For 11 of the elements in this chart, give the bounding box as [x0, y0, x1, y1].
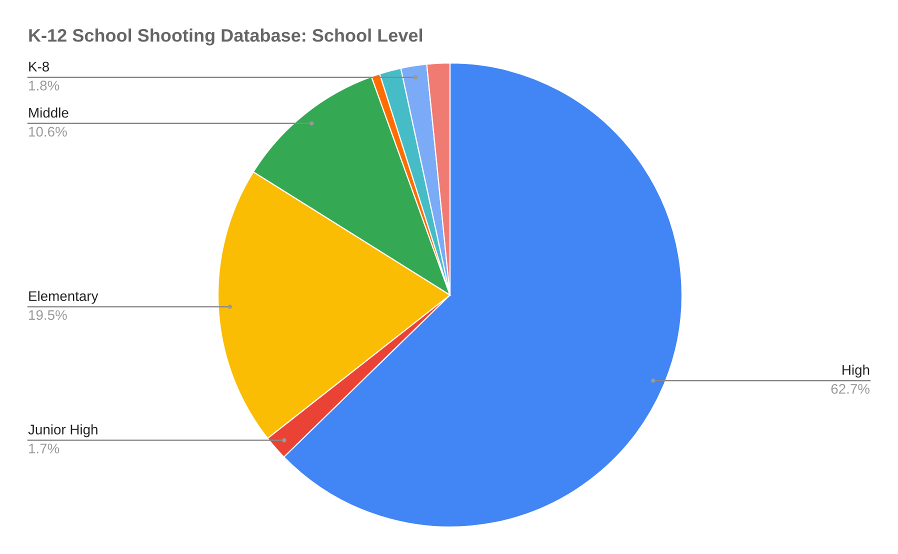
data-label: 62.7% — [831, 384, 870, 394]
data-label: 19.5% — [29, 310, 67, 320]
slice-label: High — [842, 364, 870, 378]
data-label: 10.6% — [29, 126, 67, 137]
data-label: 1.8% — [29, 80, 60, 91]
slice-label: Elementary — [29, 290, 98, 304]
data-label: 1.7% — [29, 444, 60, 454]
slice-label: K-8 — [29, 62, 50, 72]
slice-label: Junior High — [28, 424, 98, 438]
slice-label: Middle — [29, 107, 68, 118]
chart-title: K-12 School Shooting Database: School Level — [29, 28, 422, 46]
